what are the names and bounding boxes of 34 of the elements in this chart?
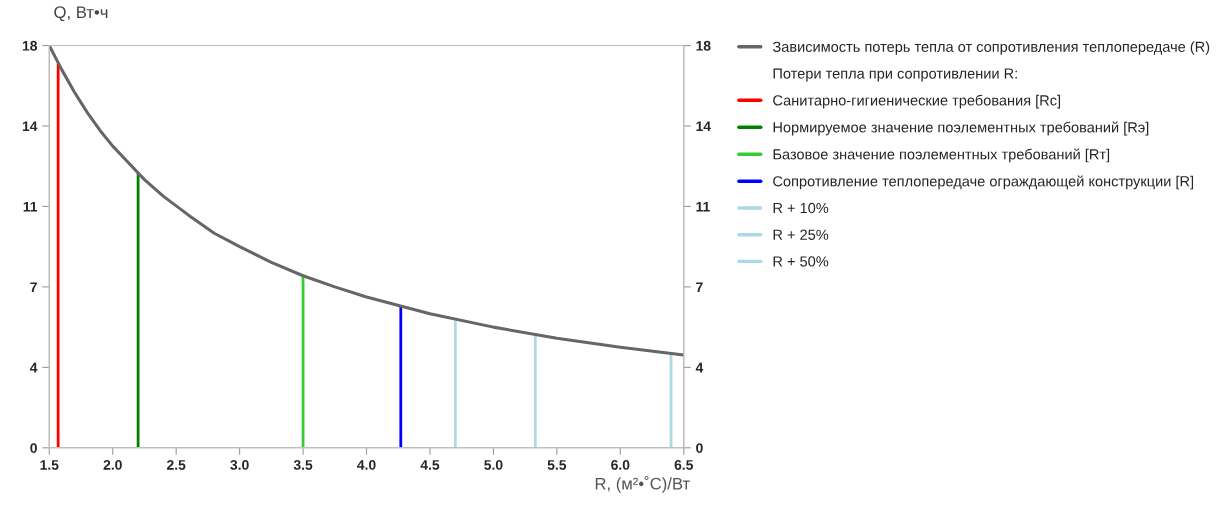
y2-tick-label: 14 (696, 121, 711, 132)
y-tick-label: 4 (29, 362, 38, 373)
x-axis-title: R, (м²•˚С)/Вт (595, 475, 690, 493)
y2-tick-label: 4 (695, 362, 704, 373)
y-tick-label: 18 (22, 40, 38, 51)
y-tick-label: 14 (22, 121, 38, 132)
x-tick-label: 2.0 (103, 459, 122, 470)
legend-label: R + 25% (773, 229, 829, 240)
x-tick-label: 3.5 (293, 459, 313, 470)
y-axis-title: Q, Вт•ч (54, 6, 108, 22)
text: Потери тепла при сопротивлении R: (773, 68, 1017, 82)
x-tick-label: 2.5 (167, 459, 186, 470)
y2-tick-label: 18 (696, 40, 711, 51)
x-tick-label: 6.5 (674, 459, 694, 470)
x-tick-label: 5.5 (547, 460, 567, 470)
y2-tick-label: 11 (696, 201, 710, 212)
y2-tick-label: 0 (696, 443, 703, 453)
legend-label: R + 50% (773, 256, 829, 267)
y-tick-label: 0 (30, 443, 37, 453)
legend-label: Зависимость потерь тепла от сопротивления теплопередаче (R) (772, 41, 1210, 55)
x-tick-label: 5.0 (484, 459, 503, 470)
x-tick-label: 6.0 (611, 459, 630, 470)
legend-label: Сопротивление теплопередаче ограждающей конструкции [R] (773, 175, 1194, 190)
y-tick-label: 7 (30, 282, 37, 292)
x-tick-label: 1.5 (40, 460, 59, 470)
x-tick-label: 4.0 (357, 459, 376, 470)
legend-label: Нормируемое значение поэлементных требований [Rэ] (773, 121, 1149, 136)
x-tick-label: 3.0 (230, 459, 249, 470)
x-tick-label: 4.5 (420, 460, 440, 470)
y-tick-label: 11 (23, 201, 38, 212)
y2-tick-label: 7 (696, 282, 703, 292)
legend-label: R + 10% (773, 202, 829, 214)
legend-label: Базовое значение поэлементных требований [Rт] (773, 148, 1110, 163)
legend-label: Санитарно-гигиенические требования [Rc] (773, 94, 1061, 109)
